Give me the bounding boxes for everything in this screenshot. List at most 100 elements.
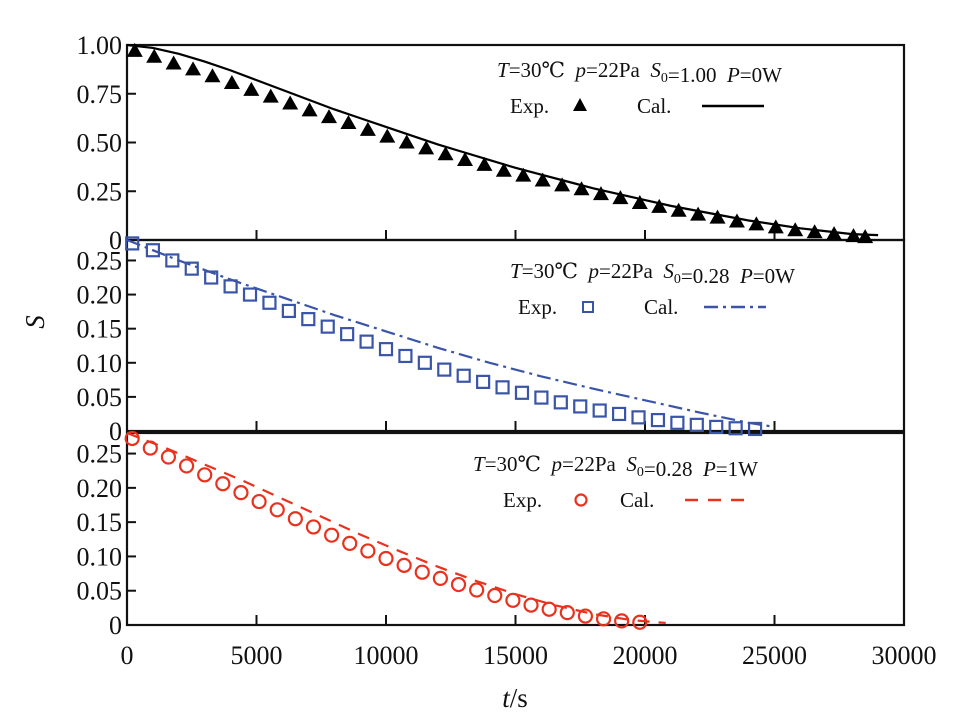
condition-part: =0.28 [681, 264, 740, 288]
panel-1-exp-point [767, 219, 784, 234]
panel-2-exp-point [689, 417, 704, 432]
panel-3-y-tick-label: 0.15 [77, 508, 123, 537]
panel-3-exp-point [595, 611, 612, 627]
panel-2-exp-point [145, 243, 160, 258]
panel-1-exp-point [476, 156, 493, 171]
x-axis-unit: /s [510, 683, 528, 713]
panel-3-exp-point [269, 502, 285, 518]
panel-1-exp-point [787, 222, 804, 237]
x-tick-label: 5000 [231, 641, 283, 670]
panel-2-exp-point [223, 279, 238, 294]
condition-part: T [510, 259, 523, 283]
panel-3-exp-point [124, 430, 140, 447]
panel-2-exp-point [204, 270, 219, 285]
condition-part: p [574, 58, 587, 82]
panel-1-y-tick-label: 0.50 [77, 129, 123, 158]
panel-3-y-tick-label: 0 [109, 611, 122, 640]
panel-1-exp-point [845, 228, 862, 243]
condition-part: =0W [753, 264, 795, 288]
panel-1-exp-point [515, 167, 532, 182]
y-axis-title: S [20, 315, 50, 329]
panel-1-exp-point [146, 48, 163, 63]
panel-3-exp-point [614, 613, 630, 629]
condition-part: T [473, 452, 486, 476]
panel-1-exp-point [243, 81, 260, 96]
panel-1-exp-point [456, 152, 473, 167]
panel-1-exp-point [728, 213, 745, 228]
panel-2-y-tick-label: 0.25 [77, 246, 123, 275]
panel-2-exp-point [378, 342, 394, 357]
panel-1-y-tick-label: 0.75 [77, 80, 123, 109]
panel-1-exp-point [418, 140, 435, 155]
panel-2-condition: T=30℃ p=22Pa S0=0.28 P=0W [510, 259, 795, 288]
panel-3-exp-point [577, 608, 594, 624]
panel-1-exp-point [826, 226, 843, 241]
panel-2-exp-point [437, 362, 452, 377]
panel-1-exp-point [223, 75, 240, 90]
panel-1-exp-point [651, 198, 668, 213]
condition-part: p [550, 452, 563, 476]
condition-part: 0 [661, 71, 668, 86]
panel-2-y-tick-label: 0 [109, 417, 122, 446]
panel-2-exp-point [709, 419, 724, 435]
panel-2-exp-point [456, 368, 471, 383]
panel-3-exp-point [523, 597, 539, 613]
panel-2-exp-point [398, 348, 413, 364]
panel-1-exp-point [748, 216, 765, 231]
x-tick-label: 15000 [483, 641, 548, 670]
panel-1-exp-point [282, 95, 299, 110]
panel-2-exp-point [184, 261, 199, 276]
condition-part: =30℃ [522, 259, 589, 283]
panel-2-exp-point [359, 334, 374, 349]
panel-1-exp-point [379, 128, 396, 143]
panel-3-exp-point [197, 467, 213, 483]
panel-2-exp-point [495, 380, 510, 395]
panel-3-exp-point [360, 543, 376, 559]
panel-1-exp-point [554, 177, 571, 192]
condition-part: S [626, 452, 637, 476]
panel-3-exp-point [414, 564, 430, 580]
panel-1-cal-label: Cal. [637, 94, 671, 118]
panel-2-exp-point [534, 390, 549, 405]
panel-2-exp-point [592, 403, 607, 418]
x-tick-label: 20000 [613, 641, 678, 670]
panel-1-exp-point [321, 109, 338, 124]
panel-3-exp-point [541, 601, 557, 617]
panel-2-exp-point [631, 410, 646, 425]
x-tick-label: 30000 [872, 641, 937, 670]
panel-2-exp-point [611, 406, 627, 422]
panel-3-exp-point [559, 605, 575, 621]
panel-1-y-tick-label: 1.00 [77, 31, 123, 60]
x-axis-title: t/s [502, 683, 528, 713]
axes-layer: 0 0.25 0.50 0.75 1.00 0 0.05 0.10 0.15 0.20 0.25 0 0… [77, 31, 937, 670]
legend-exp-marker [582, 301, 594, 313]
panel-3-exp-point [324, 527, 340, 543]
panel-2-exp-point [747, 421, 763, 437]
panel-1-exp-point [612, 190, 629, 205]
condition-part: 0 [637, 465, 644, 480]
panel-2-exp-point [417, 355, 432, 370]
panel-3-y-tick-label: 0.05 [77, 577, 123, 606]
condition-part: =0.28 [644, 457, 703, 481]
panel-2-cal-label: Cal. [644, 295, 678, 319]
panel-2-y-tick-label: 0.10 [77, 349, 123, 378]
panel-2-cal-line [126, 238, 775, 428]
panel-2-y-tick-label: 0.05 [77, 383, 123, 412]
condition-part: S [650, 58, 661, 82]
panel-3-exp-point [632, 614, 648, 630]
panel-1-y-tick-label: 0.25 [77, 177, 123, 206]
condition-part: P [702, 457, 716, 481]
panel-1-exp-point [398, 134, 415, 149]
panel-3-exp-point [396, 557, 412, 573]
panel-3-y-tick-label: 0.10 [77, 542, 123, 571]
panel-2-y-tick-label: 0.20 [77, 281, 123, 310]
panel-2-exp-point [514, 385, 530, 400]
panel-3-exp-point [287, 511, 303, 527]
panel-3-exp-point [450, 576, 467, 593]
panel-1-exp-point [573, 181, 590, 196]
condition-part: =0W [740, 63, 782, 87]
series-layer [124, 42, 879, 630]
panel-3-exp-point [178, 458, 195, 474]
panel-2-exp-point [125, 236, 140, 251]
